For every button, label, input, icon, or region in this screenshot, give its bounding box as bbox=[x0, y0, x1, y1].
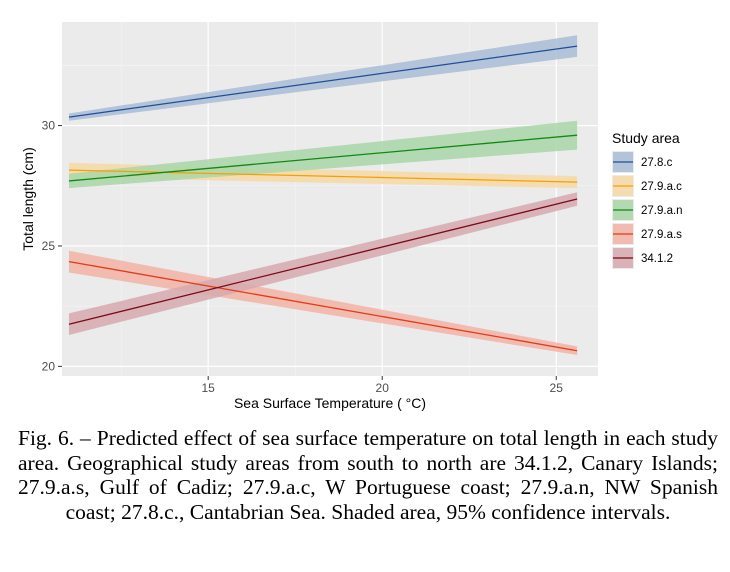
x-tick-label: 25 bbox=[550, 381, 564, 395]
figure-caption: Fig. 6. – Predicted effect of sea surfac… bbox=[18, 426, 718, 524]
legend-label-27.9.a.s: 27.9.a.s bbox=[641, 229, 682, 241]
series-line-27.8.c bbox=[68, 45, 578, 118]
x-tick-label: 20 bbox=[376, 381, 390, 395]
legend-label-27.8.c: 27.8.c bbox=[641, 157, 673, 169]
legend: 27.8.c 27.9.a.c 27.9.a.n 27.9.a.s 34.1.2 bbox=[612, 151, 683, 269]
y-tick-label: 30 bbox=[42, 119, 56, 133]
legend-title: Study area bbox=[612, 130, 680, 146]
line-chart: 15 20 25 20 25 30 Sea Surface Temperature ( °… bbox=[20, 22, 683, 411]
x-axis-title: Sea Surface Temperature ( °C) bbox=[234, 395, 426, 411]
legend-label-34.1.2: 34.1.2 bbox=[641, 253, 673, 265]
series-lines bbox=[68, 45, 578, 352]
series-line-27.9.a.c bbox=[68, 169, 578, 183]
series-line-27.9.a.n bbox=[68, 134, 578, 182]
series-line-34.1.2 bbox=[68, 198, 578, 325]
x-tick-label: 15 bbox=[202, 381, 216, 395]
y-tick-label: 25 bbox=[42, 239, 56, 253]
legend-label-27.9.a.c: 27.9.a.c bbox=[641, 181, 682, 193]
legend-label-27.9.a.n: 27.9.a.n bbox=[641, 205, 683, 217]
series-line-27.9.a.s bbox=[68, 260, 578, 352]
confidence-band-34.1.2 bbox=[68, 192, 578, 336]
confidence-band-27.9.a.n bbox=[68, 120, 578, 189]
y-tick-label: 20 bbox=[42, 359, 56, 373]
y-axis-title: Total length (cm) bbox=[20, 147, 36, 250]
axis-ticks: 15 20 25 20 25 30 bbox=[42, 119, 564, 395]
